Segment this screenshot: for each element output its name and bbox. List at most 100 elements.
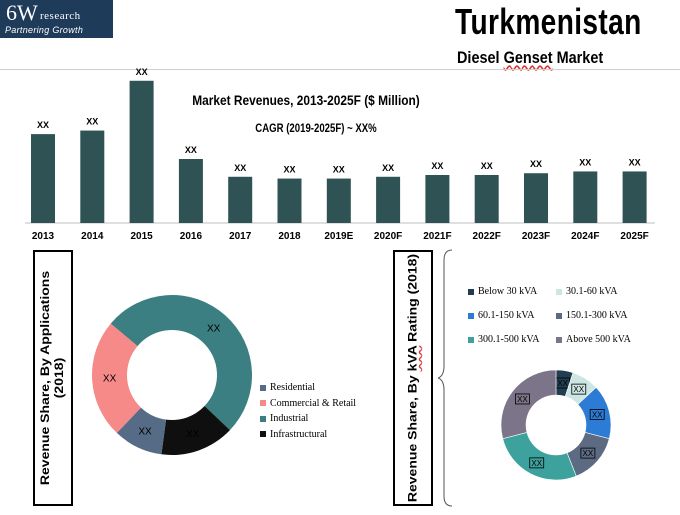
logo-mark: 6W bbox=[6, 0, 38, 25]
x-tick-label: 2014 bbox=[81, 231, 104, 242]
slice-label: XX bbox=[138, 426, 152, 437]
legend-swatch bbox=[468, 312, 474, 319]
bar-2024F bbox=[573, 171, 598, 223]
bar-value-label: XX bbox=[431, 161, 443, 171]
bar-value-label: XX bbox=[283, 165, 295, 175]
bar-chart-title: Market Revenues, 2013-2025F ($ Million) bbox=[192, 92, 420, 108]
bar-2023F bbox=[524, 173, 548, 223]
legend-label: 150.1-300 kVA bbox=[566, 310, 628, 321]
legend-item: Commercial & Retail bbox=[260, 398, 356, 409]
slice-Commercial & Retail bbox=[92, 323, 141, 433]
legend-swatch bbox=[260, 400, 266, 406]
legend-swatch bbox=[260, 415, 266, 422]
legend-item: Above 500 kVA bbox=[556, 334, 631, 345]
slice-label: XX bbox=[186, 429, 200, 440]
legend-item: Industrial bbox=[260, 413, 308, 424]
slice-label-box bbox=[589, 409, 605, 420]
subtitle-part-1: Diesel bbox=[457, 48, 504, 67]
x-tick-label: 2023F bbox=[522, 231, 550, 242]
applications-label: Revenue Share, By Applications (2018) bbox=[38, 252, 69, 504]
legend-label: 30.1-60 kVA bbox=[566, 286, 618, 297]
applications-donut-chart: XX XX XX XX bbox=[92, 294, 253, 455]
bar-value-label: XX bbox=[530, 159, 542, 169]
company-logo: 6W research Partnering Growth bbox=[0, 0, 113, 38]
legend-label: Infrastructural bbox=[270, 428, 328, 440]
legend-label: Residential bbox=[270, 382, 315, 393]
header-divider bbox=[0, 69, 680, 70]
kva-donut-chart: XX XX XX XX XX XX bbox=[500, 369, 612, 481]
x-tick-label: 2015 bbox=[130, 231, 153, 242]
bar-2020F bbox=[376, 176, 401, 223]
subtitle-part-2: Genset bbox=[503, 48, 553, 67]
x-tick-label: 2020F bbox=[374, 231, 402, 242]
page-title: Turkmenistan bbox=[455, 1, 642, 42]
bar-value-label: XX bbox=[234, 163, 246, 173]
slice-Infrastructural bbox=[161, 406, 230, 455]
slice-label: XX bbox=[573, 385, 584, 394]
bar-2016 bbox=[178, 159, 203, 223]
bar-2014 bbox=[80, 130, 105, 223]
legend-swatch bbox=[260, 384, 266, 391]
bar-2015 bbox=[129, 80, 154, 224]
slice-label: XX bbox=[583, 449, 594, 458]
slice-300.1-500 kVA bbox=[502, 432, 577, 481]
legend-item: Below 30 kVA bbox=[468, 286, 537, 297]
slice-Residential bbox=[116, 407, 167, 455]
bar-value-label: XX bbox=[136, 67, 148, 77]
legend-swatch bbox=[556, 312, 562, 319]
kva-label-part-2: kVA bbox=[405, 345, 419, 372]
legend-label: Below 30 kVA bbox=[478, 286, 538, 297]
legend-swatch bbox=[468, 336, 474, 343]
kva-label: Revenue Share, By kVA Rating (2018) bbox=[398, 252, 429, 504]
legend-label: Above 500 kVA bbox=[566, 334, 631, 345]
x-tick-label: 2019E bbox=[324, 231, 353, 242]
x-tick-label: 2021F bbox=[423, 231, 451, 242]
legend-item: 60.1-150 kVA bbox=[468, 310, 534, 321]
bar-2025F bbox=[622, 171, 647, 223]
bar-2017 bbox=[228, 176, 253, 223]
x-tick-label: 2024F bbox=[571, 231, 599, 242]
logo-research-text: research bbox=[40, 10, 81, 22]
slice-label: XX bbox=[103, 373, 117, 384]
applications-label-box: Revenue Share, By Applications (2018) bbox=[33, 250, 73, 506]
x-tick-label: 2025F bbox=[620, 231, 648, 242]
kva-brace bbox=[438, 249, 453, 507]
x-tick-label: 2013 bbox=[32, 231, 55, 242]
bar-2021F bbox=[425, 175, 450, 223]
revenue-bar-chart: XX 2013 XX 2014 XX 2015 XX 2016 XX 2017 XX 2018 XX 20… bbox=[25, 67, 655, 242]
slice-label: XX bbox=[557, 379, 568, 388]
legend-item: Infrastructural bbox=[260, 429, 327, 440]
slice-label: XX bbox=[207, 323, 221, 334]
bar-chart-subtitle: CAGR (2019-2025F) ~ XX% bbox=[255, 121, 377, 135]
x-tick-label: 2016 bbox=[180, 231, 203, 242]
kva-label-part-1: Revenue Share, By bbox=[405, 371, 419, 503]
legend-label: Commercial & Retail bbox=[270, 397, 357, 409]
legend-item: Residential bbox=[260, 382, 315, 393]
subtitle-part-3: Market bbox=[552, 48, 604, 67]
legend-item: 150.1-300 kVA bbox=[556, 310, 627, 321]
slice-label: XX bbox=[531, 459, 542, 468]
bar-value-label: XX bbox=[481, 161, 493, 171]
bar-2019E bbox=[326, 178, 351, 223]
applications-label-text: Revenue Share, By Applications bbox=[37, 270, 52, 486]
bar-value-label: XX bbox=[185, 145, 197, 155]
slice-label-box bbox=[515, 393, 530, 405]
page-subtitle: Diesel Genset Market bbox=[457, 47, 603, 69]
legend-swatch bbox=[556, 336, 562, 343]
slice-label: XX bbox=[517, 395, 528, 404]
bar-value-label: XX bbox=[382, 163, 394, 173]
legend-swatch bbox=[468, 288, 474, 295]
x-tick-label: 2018 bbox=[278, 231, 301, 242]
slice-Industrial bbox=[110, 294, 253, 431]
bar-value-label: XX bbox=[333, 165, 345, 175]
slice-label: XX bbox=[592, 410, 603, 419]
x-tick-label: 2022F bbox=[473, 231, 501, 242]
x-tick-label: 2017 bbox=[229, 231, 252, 242]
logo-tagline: Partnering Growth bbox=[5, 25, 84, 35]
legend-item: 30.1-60 kVA bbox=[556, 286, 617, 297]
slice-label-box bbox=[529, 457, 545, 469]
slice-label-box bbox=[580, 447, 596, 459]
legend-swatch bbox=[260, 431, 266, 437]
bar-value-label: XX bbox=[629, 157, 641, 167]
bar-value-label: XX bbox=[579, 157, 591, 167]
